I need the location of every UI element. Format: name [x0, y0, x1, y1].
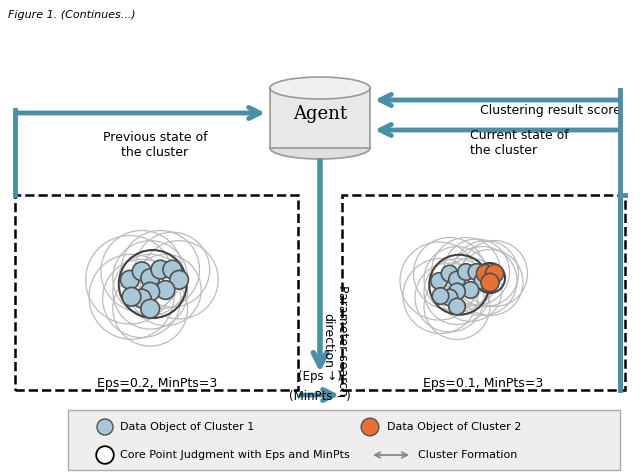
Text: Data Object of Cluster 1: Data Object of Cluster 1 [120, 422, 254, 432]
Circle shape [120, 271, 139, 289]
Text: Data Object of Cluster 2: Data Object of Cluster 2 [387, 422, 522, 432]
Text: Previous state of
the cluster: Previous state of the cluster [102, 131, 207, 159]
Circle shape [449, 298, 465, 315]
Text: Figure 1. (Continues...): Figure 1. (Continues...) [8, 10, 136, 20]
Circle shape [96, 446, 114, 464]
Circle shape [476, 264, 495, 283]
Text: (Eps ↓): (Eps ↓) [298, 370, 342, 383]
Circle shape [441, 265, 458, 282]
Circle shape [141, 269, 159, 287]
Circle shape [485, 264, 504, 283]
Text: Core Point Judgment with Eps and MinPts: Core Point Judgment with Eps and MinPts [120, 450, 349, 460]
Circle shape [458, 264, 474, 280]
Circle shape [156, 281, 175, 300]
Bar [15, 195, 298, 390]
Text: Cluster Formation: Cluster Formation [418, 450, 517, 460]
Circle shape [170, 271, 188, 289]
Circle shape [441, 289, 458, 306]
Circle shape [474, 273, 491, 289]
Ellipse shape [270, 137, 370, 159]
Text: Eps=0.2, MinPts=3: Eps=0.2, MinPts=3 [97, 376, 217, 390]
Text: Current state of
the cluster: Current state of the cluster [470, 129, 569, 157]
Circle shape [432, 288, 449, 304]
Ellipse shape [270, 77, 370, 99]
Text: (MinPts −): (MinPts −) [289, 390, 351, 403]
Circle shape [141, 300, 159, 318]
Circle shape [449, 271, 465, 288]
Circle shape [151, 260, 170, 279]
Circle shape [97, 419, 113, 435]
Circle shape [468, 264, 484, 280]
Bar [342, 195, 625, 390]
Circle shape [449, 283, 465, 300]
Text: Parameter search
direction: Parameter search direction [321, 285, 349, 396]
Circle shape [462, 282, 479, 298]
Bar [270, 88, 370, 148]
Circle shape [122, 287, 141, 306]
Circle shape [481, 273, 499, 292]
Circle shape [141, 283, 159, 301]
Text: Agent: Agent [293, 105, 347, 123]
Circle shape [361, 418, 379, 436]
Text: Eps=0.1, MinPts=3: Eps=0.1, MinPts=3 [423, 376, 543, 390]
Circle shape [431, 273, 447, 289]
Bar [68, 410, 620, 470]
Text: Clustering result score: Clustering result score [480, 103, 621, 117]
Circle shape [132, 262, 151, 281]
Circle shape [132, 289, 151, 308]
Circle shape [163, 260, 182, 279]
